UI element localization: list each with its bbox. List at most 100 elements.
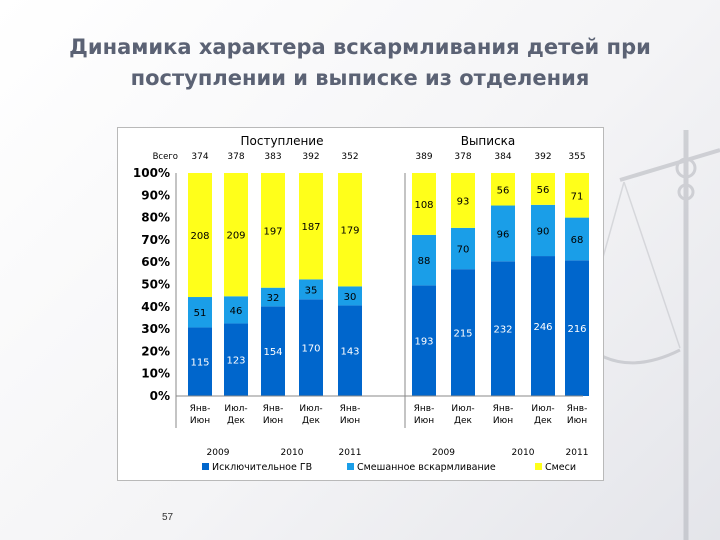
bar-segment [224, 323, 248, 396]
x-tick-label: Июн [340, 416, 360, 426]
bar-total-label: 384 [494, 152, 511, 162]
bar-data-label: 216 [567, 324, 586, 335]
bar-segment [412, 285, 436, 396]
y-tick-label: 30% [141, 322, 170, 336]
y-tick-label: 0% [150, 389, 170, 403]
x-tick-label: Июл- [531, 404, 554, 414]
bar-segment [531, 173, 555, 205]
bar-data-label: 56 [537, 185, 550, 196]
y-tick-label: 100% [133, 166, 170, 180]
bar-data-label: 179 [340, 226, 359, 237]
bar-data-label: 215 [453, 329, 472, 340]
bar-segment [491, 205, 515, 262]
bar-data-label: 143 [340, 347, 359, 358]
bar-segment [338, 173, 362, 287]
x-tick-label: Янв- [190, 404, 211, 414]
y-tick-label: 80% [141, 211, 170, 225]
bar-segment [224, 296, 248, 324]
bar-segment [491, 261, 515, 396]
bar-total-label: 392 [534, 152, 551, 162]
bar-data-label: 232 [493, 325, 512, 336]
x-tick-label: Июл- [224, 404, 247, 414]
bar-total-label: 355 [568, 152, 585, 162]
bar-segment [491, 173, 515, 206]
bar-segment [188, 173, 212, 298]
bar-total-label: 378 [454, 152, 471, 162]
bar-segment [531, 256, 555, 396]
bar-data-label: 70 [457, 245, 470, 256]
bar-data-label: 88 [418, 256, 431, 267]
y-tick-label: 70% [141, 233, 170, 247]
bar-total-label: 389 [415, 152, 432, 162]
bar-segment [565, 217, 589, 261]
bar-data-label: 208 [190, 231, 209, 242]
bar-data-label: 56 [497, 185, 510, 196]
year-group-label: 2010 [281, 448, 304, 458]
x-tick-label: Июл- [299, 404, 322, 414]
bar-segment [261, 287, 285, 307]
bar-segment [565, 173, 589, 218]
x-tick-label: Дек [454, 416, 473, 426]
bar-segment [531, 204, 555, 257]
bar-data-label: 123 [226, 356, 245, 367]
bar-data-label: 93 [457, 196, 470, 207]
bar-total-label: 374 [191, 152, 208, 162]
y-tick-label: 20% [141, 344, 170, 358]
x-tick-label: Июл- [451, 404, 474, 414]
panel-title: Выписка [461, 134, 516, 148]
bar-segment [412, 173, 436, 235]
bar-data-label: 46 [230, 306, 243, 317]
slide-title: Динамика характера вскармливания детей п… [30, 32, 690, 94]
bar-segment [299, 173, 323, 280]
bar-segment [451, 269, 475, 396]
x-tick-label: Янв- [340, 404, 361, 414]
bar-data-label: 71 [571, 191, 584, 202]
legend-swatch [347, 463, 354, 470]
x-tick-label: Янв- [493, 404, 514, 414]
bar-segment [224, 173, 248, 297]
bar-segment [338, 286, 362, 306]
year-group-label: 2011 [566, 448, 589, 458]
y-tick-label: 50% [141, 278, 170, 292]
x-tick-label: Июн [190, 416, 210, 426]
x-tick-label: Июн [493, 416, 513, 426]
bar-data-label: 51 [194, 308, 207, 319]
bar-data-label: 68 [571, 235, 584, 246]
bar-data-label: 154 [263, 347, 282, 358]
bar-segment [188, 327, 212, 396]
bar-total-label: 392 [302, 152, 319, 162]
slide-title-line-2: поступлении и выписке из отделения [130, 66, 590, 90]
y-tick-label: 60% [141, 255, 170, 269]
bar-data-label: 90 [537, 226, 550, 237]
bar-data-label: 187 [301, 222, 320, 233]
bar-data-label: 30 [344, 292, 357, 303]
bar-data-label: 32 [267, 293, 280, 304]
bar-data-label: 35 [305, 285, 318, 296]
bar-segment [338, 305, 362, 396]
bar-total-label: 383 [264, 152, 281, 162]
bar-segment [412, 234, 436, 286]
year-group-label: 2011 [339, 448, 362, 458]
year-group-label: 2009 [207, 448, 230, 458]
bar-data-label: 246 [533, 322, 552, 333]
x-tick-label: Июн [567, 416, 587, 426]
year-group-label: 2010 [512, 448, 535, 458]
totals-label: Всего [153, 152, 178, 162]
legend-swatch [535, 463, 542, 470]
bar-data-label: 209 [226, 231, 245, 242]
bar-segment [261, 306, 285, 396]
bar-data-label: 197 [263, 226, 282, 237]
bar-total-label: 378 [227, 152, 244, 162]
year-group-label: 2009 [432, 448, 455, 458]
x-tick-label: Июн [414, 416, 434, 426]
x-tick-label: Янв- [567, 404, 588, 414]
bar-segment [299, 279, 323, 300]
bar-data-label: 96 [497, 229, 510, 240]
stacked-bar-chart: 0% 10% 20% 30% 40% 50% 60% 70% 80% 90% 100% Поступл… [133, 134, 589, 473]
bar-segment [451, 227, 475, 270]
bar-segment [451, 173, 475, 228]
chart-area: 0% 10% 20% 30% 40% 50% 60% 70% 80% 90% 100% Поступл… [117, 127, 604, 481]
bar-segment [188, 297, 212, 328]
legend-entry: Смешанное вскармливание [357, 462, 496, 473]
y-tick-label: 10% [141, 367, 170, 381]
